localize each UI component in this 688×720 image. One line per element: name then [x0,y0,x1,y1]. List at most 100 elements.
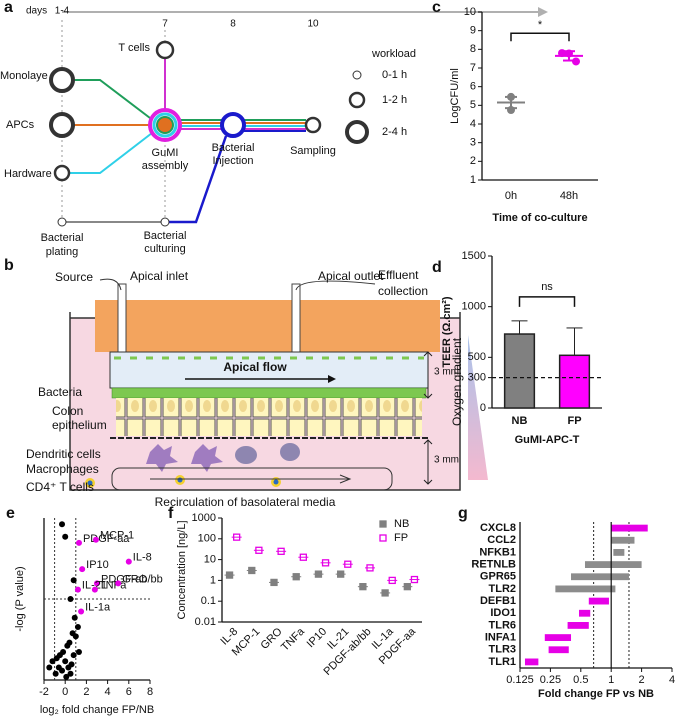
data-point [74,586,81,593]
recirculation-loop [111,467,393,491]
legend-marker [345,120,369,144]
x-tick-label: TNFa [279,625,308,654]
label: collection [378,284,428,298]
label: Effluent [378,268,419,282]
flow-line [169,135,228,224]
range-bar [588,597,609,605]
y-tick-label: 0.01 [195,616,216,628]
x-tick-label: 8 [147,686,153,698]
data-point [49,658,56,665]
y-tick-label: 500 [468,351,486,363]
y-tick-label: 8 [470,43,476,55]
data-point [91,586,98,593]
data-point [92,536,99,543]
pointer [295,280,376,291]
x-axis-label: log₂ fold change FP/NB [40,704,154,716]
dendritic-cell [146,444,178,472]
range-bar [555,585,616,593]
x-axis-label: Time of co-culture [492,212,587,224]
x-tick-label: -2 [39,686,49,698]
y-tick-label: NFKB1 [479,546,516,558]
node-label: Monolaye [0,70,48,82]
node-label: plating [46,246,78,258]
y-tick-label: TLR1 [489,656,517,668]
lid [95,300,440,352]
panel-label: a [4,0,13,16]
y-axis-label: TEER (Ω.cm²) [441,296,453,367]
x-axis-label: GuMI-APC-T [515,434,580,446]
data-point [46,664,53,671]
range-bar [524,658,539,666]
y-tick-label: 2 [470,155,476,167]
label: Source [55,270,93,284]
node-ring [156,116,174,134]
inlet-tube [117,283,127,355]
day-label: 8 [230,19,236,30]
legend-label: 2-4 h [382,126,407,138]
y-tick-label: INFA1 [485,631,516,643]
node-label: APCs [6,119,35,131]
label: Oxygen gradient [450,337,464,426]
range-bar [567,622,589,629]
y-tick-label: 100 [198,533,216,545]
range-bar [613,549,625,556]
data-point [64,642,71,649]
point-label: IL-21 [82,580,107,592]
flow-line [69,132,153,174]
panel-label: d [432,259,442,276]
y-tick-label: 1 [470,174,476,186]
node [220,112,246,138]
data-point [70,577,77,584]
data-point [75,539,82,546]
range-bar [611,536,635,544]
t-cell-core [273,479,279,485]
t-cell-core [177,477,183,483]
node [155,40,175,60]
data-point [62,533,69,540]
label: Colon [52,404,83,418]
node-label: Injection [213,155,254,167]
range-bar [571,573,629,581]
legend-label: 0-1 h [382,69,407,81]
oxygen-gradient [468,335,488,480]
macrophage [280,443,300,461]
node [49,112,75,138]
point-label: IL-1a [85,601,111,613]
y-tick-label: TLR6 [489,619,517,631]
data-point [74,624,81,631]
node-label: Sampling [290,145,336,157]
legend-title: workload [371,48,416,60]
range-bar [579,609,591,617]
x-axis-label: Fold change FP vs NB [538,688,654,700]
range-bar [584,561,642,568]
node-label: culturing [144,243,186,255]
y-axis-label: Concentration [ng/L] [176,520,188,619]
panel-label: e [6,505,15,522]
data-point [125,558,132,565]
pointer [99,278,122,291]
node [160,217,170,227]
annotation: * [538,19,543,31]
y-tick-label: DEFB1 [480,595,516,607]
y-tick-label: 4 [470,118,476,130]
y-tick-label: TLR3 [489,644,517,656]
x-tick-label: 0.125 [506,674,534,686]
bar [558,354,591,409]
bacteria-layer [111,387,427,399]
label: Dendritic cells [26,447,101,461]
point-label: IP10 [86,559,109,571]
bar [503,333,536,409]
x-tick-label: 4 [669,674,675,686]
data-point [59,521,66,528]
y-tick-label: 7 [470,62,476,74]
y-tick-label: 5 [470,99,476,111]
legend-marker [379,520,387,528]
x-tick-label: 2 [83,686,89,698]
label: Bacteria [38,385,82,399]
significance-bracket [518,296,576,307]
dimension [423,439,433,485]
x-tick-label: 0h [505,190,517,202]
legend-marker [379,534,387,542]
dendritic-cell [191,444,223,472]
